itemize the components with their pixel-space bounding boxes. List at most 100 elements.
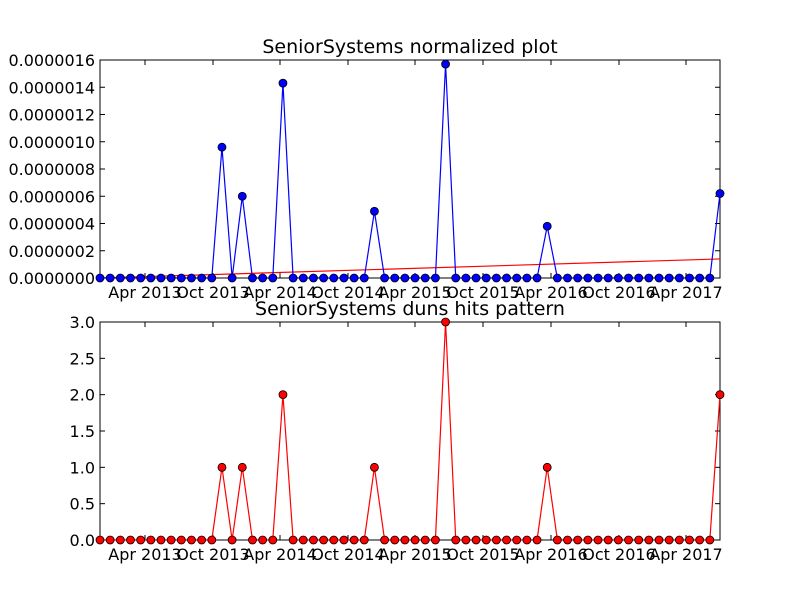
duns-hits-data-point — [593, 535, 603, 545]
duns-hits-data-point — [491, 535, 501, 545]
duns-hits-data-point — [695, 535, 705, 545]
normalized-data-point — [431, 273, 440, 283]
normalized-data-point — [126, 273, 135, 283]
duns-hits-data-point — [410, 535, 420, 545]
duns-hits-y-tick-label: 3.0 — [70, 313, 95, 332]
normalized-data-point — [603, 273, 613, 283]
duns-hits-data-point — [532, 535, 542, 545]
duns-hits-data-point — [278, 390, 288, 400]
normalized-data-point — [491, 273, 501, 283]
normalized-data-point — [176, 273, 186, 283]
duns-hits-data-point — [563, 535, 572, 545]
normalized-data-point — [685, 273, 694, 283]
normalized-x-tick-label: Oct 2016 — [582, 283, 655, 302]
duns-hits-data-point — [390, 535, 400, 545]
normalized-data-point — [715, 189, 725, 198]
duns-hits-data-point — [268, 535, 278, 545]
normalized-data-point — [217, 142, 227, 152]
normalized-data-point — [644, 273, 654, 283]
normalized-plot-panel: SeniorSystems normalized plot 0.0000000 0… — [8, 36, 725, 302]
duns-hits-data-point — [105, 535, 115, 545]
normalized-x-tick-label: Apr 2017 — [649, 283, 722, 302]
duns-hits-data-point — [339, 535, 349, 545]
normalized-data-point — [146, 273, 156, 283]
normalized-x-tick-label: Apr 2014 — [243, 283, 316, 302]
duns-hits-data-point — [136, 535, 146, 545]
normalized-axes-frame — [99, 59, 721, 279]
duns-hits-data-point — [126, 535, 135, 545]
duns-hits-x-tick-label: Oct 2014 — [311, 545, 384, 564]
duns-hits-data-point — [248, 535, 257, 545]
duns-hits-plot-panel: SeniorSystems duns hits pattern 0.0 0.5 1.… — [70, 298, 725, 564]
normalized-data-point — [674, 273, 684, 283]
normalized-data-point — [563, 273, 572, 283]
duns-hits-data-point — [613, 535, 623, 545]
duns-hits-y-tick-label: 1.5 — [70, 422, 95, 441]
duns-hits-data-point — [146, 535, 156, 545]
normalized-data-point — [136, 273, 146, 283]
normalized-data-point — [298, 273, 308, 283]
duns-hits-plot-title: SeniorSystems duns hits pattern — [255, 298, 565, 320]
duns-hits-data-point — [197, 535, 207, 545]
normalized-data-point — [329, 273, 339, 283]
duns-hits-data-point — [227, 535, 237, 545]
duns-hits-data-point — [674, 535, 684, 545]
normalized-data-point — [573, 273, 583, 283]
normalized-plot-title: SeniorSystems normalized plot — [262, 36, 557, 58]
normalized-data-point — [156, 273, 166, 283]
normalized-data-point — [166, 273, 176, 283]
duns-hits-x-tick-label: Apr 2013 — [108, 545, 181, 564]
duns-hits-data-point — [370, 462, 379, 472]
normalized-y-tick-label: 0.0000002 — [8, 242, 95, 261]
normalized-data-point — [115, 273, 125, 283]
duns-hits-data-point — [258, 535, 268, 545]
normalized-data-point — [390, 273, 400, 283]
normalized-data-point — [278, 78, 288, 88]
normalized-data-point — [359, 273, 369, 283]
normalized-data-point — [288, 273, 298, 283]
duns-hits-data-point — [380, 535, 389, 545]
duns-hits-y-tick-label: 2.0 — [70, 386, 95, 405]
normalized-data-point — [522, 273, 532, 283]
duns-hits-data-point — [461, 535, 471, 545]
normalized-data-point — [695, 273, 705, 283]
duns-hits-x-tick-label: Apr 2017 — [649, 545, 722, 564]
normalized-data-point — [502, 273, 511, 283]
duns-hits-data-point — [176, 535, 186, 545]
duns-hits-x-tick-label: Apr 2015 — [378, 545, 451, 564]
normalized-data-point — [370, 206, 379, 216]
normalized-data-point — [420, 273, 430, 283]
duns-hits-data-point — [298, 535, 308, 545]
duns-hits-data-point — [115, 535, 125, 545]
normalized-data-point — [227, 273, 237, 283]
normalized-data-point — [380, 273, 389, 283]
normalized-data-point — [461, 273, 471, 283]
duns-hits-data-point — [664, 535, 674, 545]
duns-hits-data-point — [685, 535, 694, 545]
duns-hits-series-line — [100, 321, 721, 541]
duns-hits-x-tick-label: Oct 2016 — [582, 545, 655, 564]
normalized-data-point — [593, 273, 603, 283]
normalized-data-point — [258, 273, 268, 283]
duns-hits-y-tick-label: 1.0 — [70, 458, 95, 477]
duns-hits-x-tick-label: Apr 2014 — [243, 545, 316, 564]
normalized-y-tick-label: 0.0000000 — [8, 269, 95, 288]
normalized-plot-area: 0.0000000 0.0000002 0.0000004 0.0000006 0.00… — [8, 51, 725, 302]
duns-hits-y-tick-label: 0.0 — [70, 531, 95, 550]
normalized-data-point — [95, 273, 105, 283]
normalized-x-tick-label: Oct 2015 — [446, 283, 519, 302]
normalized-y-tick-label: 0.0000014 — [8, 78, 95, 97]
duns-hits-data-point — [349, 535, 359, 545]
duns-hits-data-point — [715, 390, 725, 400]
duns-hits-data-point — [644, 535, 654, 545]
normalized-data-point — [705, 273, 715, 283]
normalized-x-tick-label: Apr 2013 — [108, 283, 181, 302]
duns-hits-data-point — [187, 535, 196, 545]
normalized-y-tick-label: 0.0000006 — [8, 187, 95, 206]
duns-hits-data-point — [542, 462, 552, 472]
normalized-data-point — [400, 273, 410, 283]
duns-hits-x-tick-label: Oct 2013 — [176, 545, 249, 564]
duns-hits-y-tick-label: 2.5 — [70, 349, 95, 368]
